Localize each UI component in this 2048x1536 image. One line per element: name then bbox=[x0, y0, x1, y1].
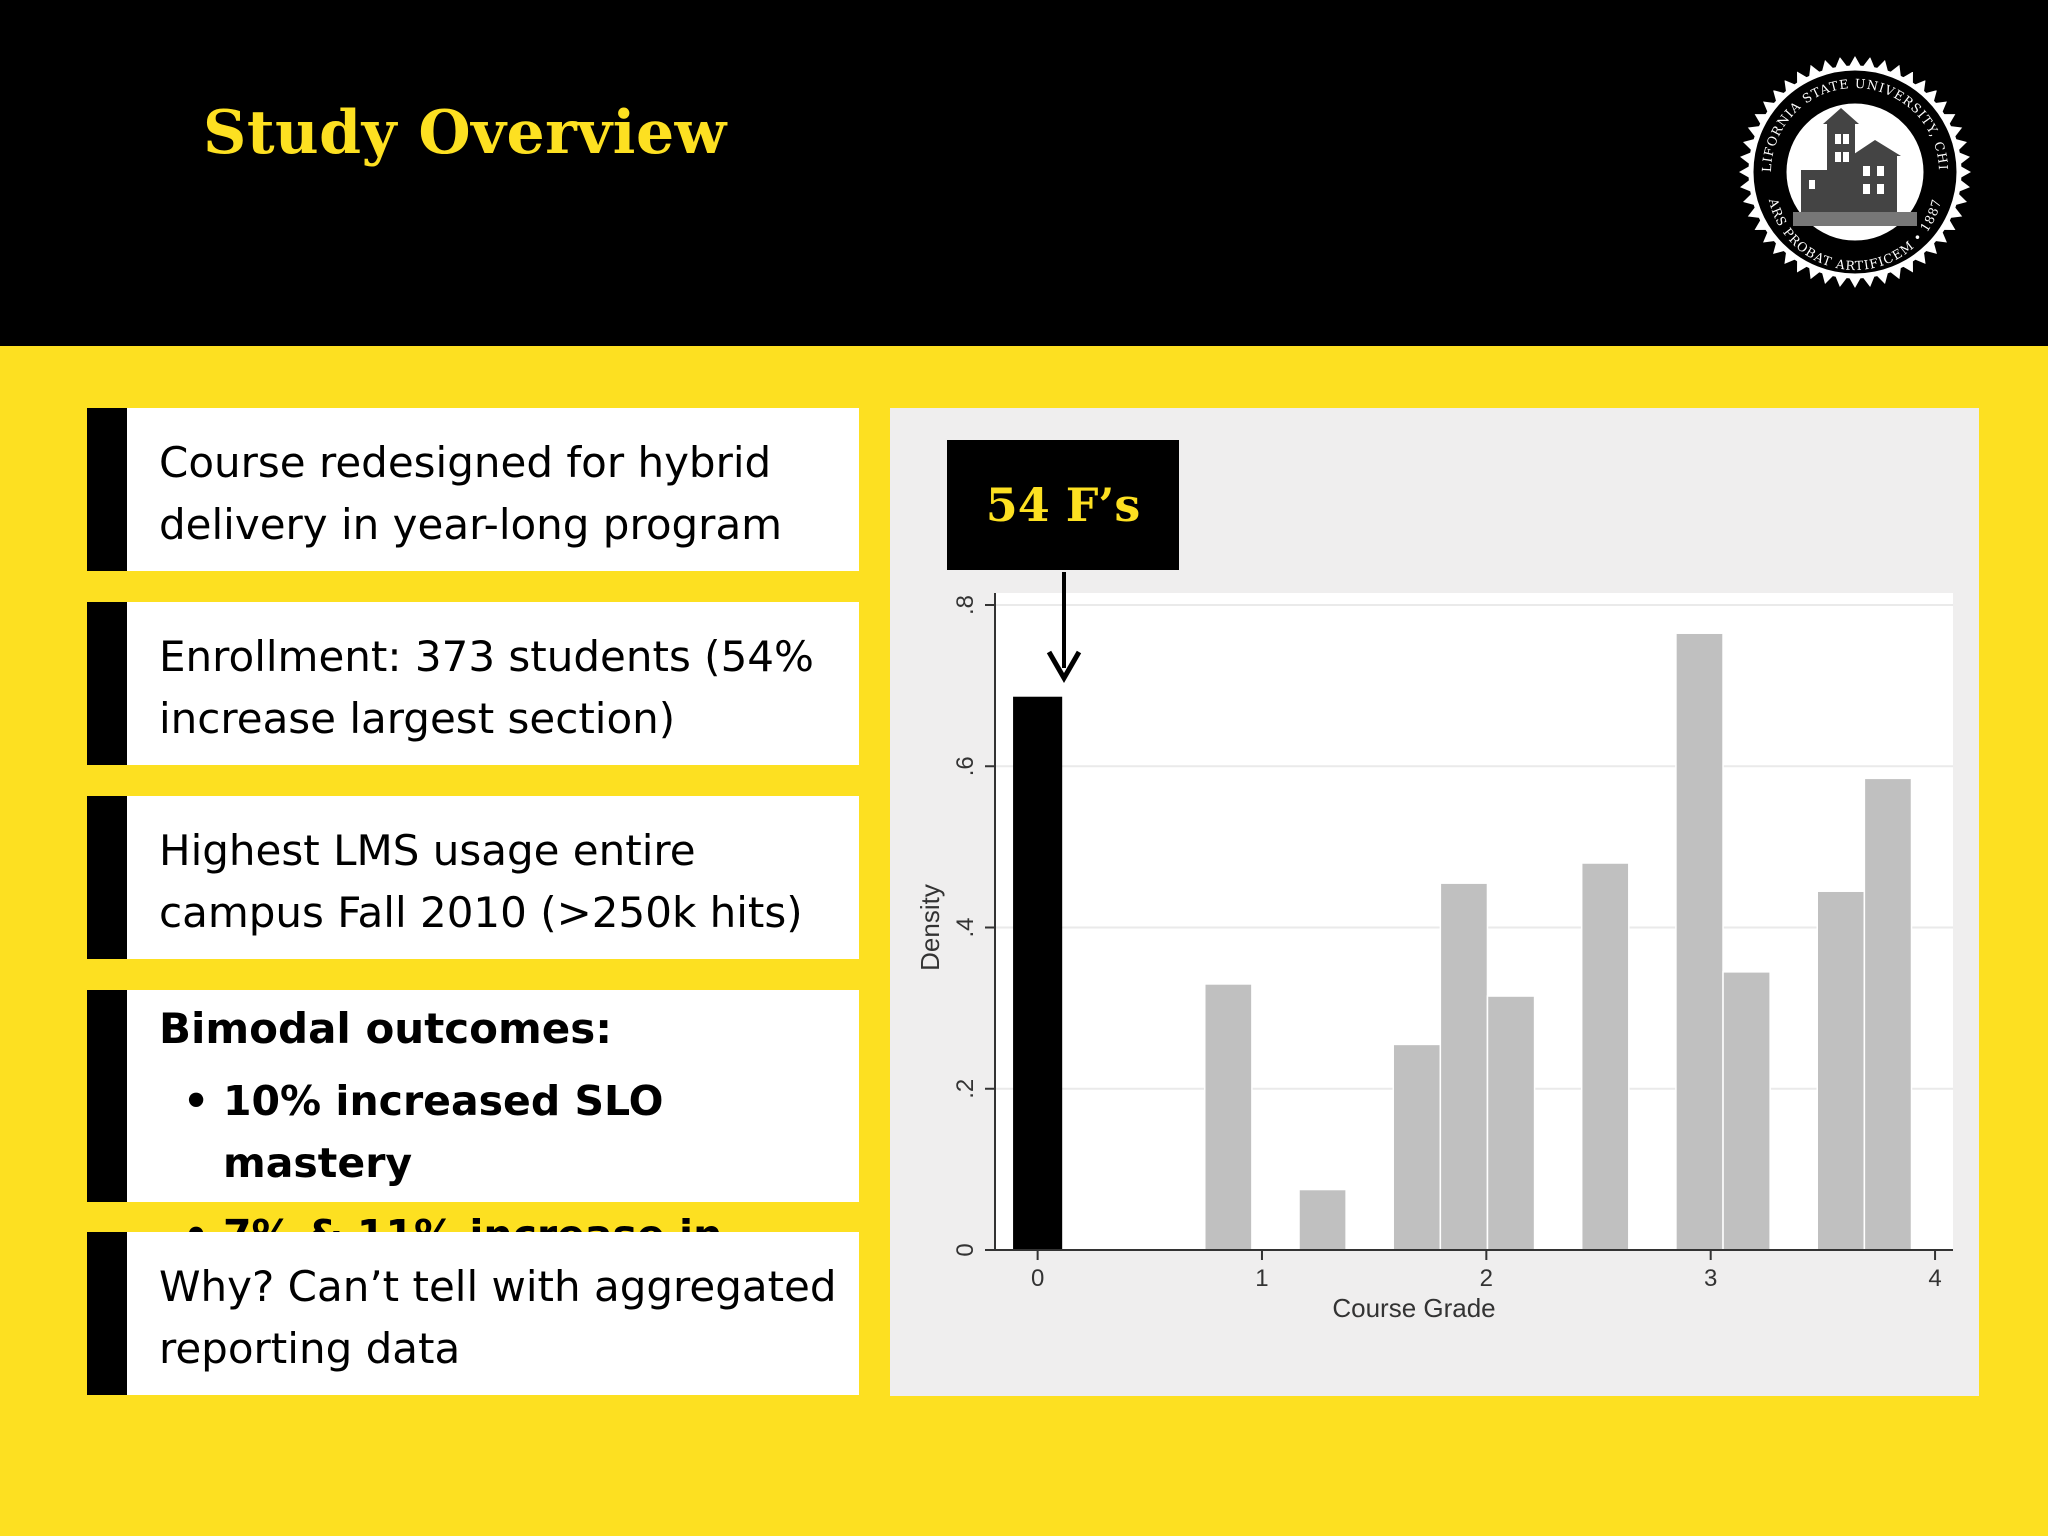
y-tick-label: .6 bbox=[952, 756, 979, 776]
y-tick-label: 0 bbox=[952, 1243, 979, 1256]
info-card-lms-usage: Highest LMS usage entire campus Fall 201… bbox=[87, 796, 859, 959]
y-tick-label: .4 bbox=[952, 917, 979, 937]
bullet-item: 10% increased SLO mastery bbox=[159, 1070, 843, 1194]
card-accent-bar bbox=[87, 1232, 127, 1395]
slide-header bbox=[0, 0, 2048, 346]
histogram-bar bbox=[1580, 862, 1630, 1251]
histogram-bar bbox=[1722, 971, 1771, 1251]
histogram-bar-highlight bbox=[1013, 696, 1063, 1251]
callout-arrow-head bbox=[1046, 650, 1082, 684]
x-tick-label: 2 bbox=[1480, 1265, 1493, 1292]
histogram-bar bbox=[1439, 882, 1489, 1251]
card-text: Enrollment: 373 students (54% increase l… bbox=[159, 632, 814, 743]
x-axis-label: Course Grade bbox=[1332, 1293, 1495, 1323]
card-accent-bar bbox=[87, 408, 127, 571]
card-accent-bar bbox=[87, 602, 127, 765]
x-tick-label: 3 bbox=[1704, 1265, 1717, 1292]
y-tick-label: .8 bbox=[952, 595, 979, 615]
histogram-bar bbox=[1816, 890, 1866, 1251]
histogram-bar bbox=[1486, 995, 1536, 1251]
info-card-why: Why? Can’t tell with aggregated reportin… bbox=[87, 1232, 859, 1395]
x-tick-label: 4 bbox=[1928, 1265, 1941, 1292]
y-axis-label: Density bbox=[915, 884, 945, 971]
info-card-redesign: Course redesigned for hybrid delivery in… bbox=[87, 408, 859, 571]
card-text: Course redesigned for hybrid delivery in… bbox=[159, 438, 783, 549]
card-text: Why? Can’t tell with aggregated reportin… bbox=[159, 1262, 837, 1373]
x-tick-label: 0 bbox=[1031, 1265, 1044, 1292]
histogram-bar bbox=[1298, 1188, 1347, 1251]
histogram-bar bbox=[1204, 983, 1253, 1251]
callout-label-box: 54 F’s bbox=[947, 440, 1179, 570]
card-text: Highest LMS usage entire campus Fall 201… bbox=[159, 826, 803, 937]
university-seal-icon: CALIFORNIA STATE UNIVERSITY, CHICO ARS P… bbox=[1735, 52, 1975, 292]
callout-label: 54 F’s bbox=[985, 478, 1141, 532]
x-tick-label: 1 bbox=[1255, 1265, 1268, 1292]
info-card-enrollment: Enrollment: 373 students (54% increase l… bbox=[87, 602, 859, 765]
slide-title: Study Overview bbox=[203, 98, 727, 168]
card-heading: Bimodal outcomes: bbox=[159, 1004, 613, 1053]
histogram-bar bbox=[1863, 777, 1913, 1251]
card-accent-bar bbox=[87, 990, 127, 1202]
y-tick-label: .2 bbox=[952, 1079, 979, 1099]
card-accent-bar bbox=[87, 796, 127, 959]
histogram-bar bbox=[1675, 632, 1724, 1251]
histogram-bar bbox=[1392, 1043, 1442, 1251]
